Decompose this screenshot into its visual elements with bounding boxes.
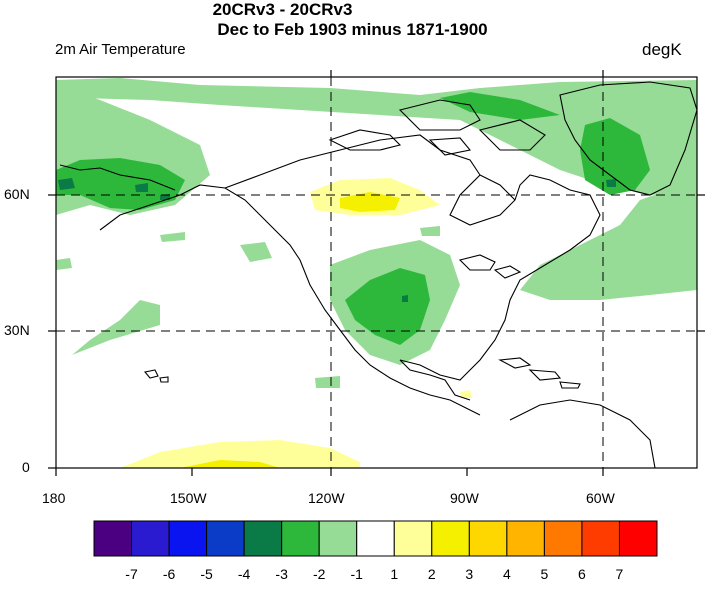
tick-marks	[48, 70, 705, 476]
colorbar-label: -4	[237, 566, 251, 582]
plot-frame	[55, 76, 698, 469]
colorbar-swatch	[243, 520, 283, 557]
colorbar-swatch	[506, 520, 545, 557]
colorbar-label: 5	[540, 566, 549, 582]
colorbar-swatch	[618, 520, 658, 557]
colorbar-swatch	[318, 520, 358, 557]
colorbar-label: 6	[578, 566, 586, 582]
units-label: degK	[642, 40, 682, 59]
colorbar-label: 7	[615, 566, 624, 582]
title-line-2: Dec to Feb 1903 minus 1871-1900	[217, 20, 488, 39]
lon-tick-label: 180	[42, 490, 66, 506]
lat-tick-label: 30N	[4, 322, 30, 338]
colorbar-label: -3	[275, 566, 288, 582]
lat-tick-label: 0	[22, 459, 30, 475]
colorbar-swatch	[131, 520, 170, 557]
colorbar-swatch	[431, 520, 470, 557]
colorbar-label: -2	[312, 566, 326, 582]
colorbar-swatch	[93, 520, 133, 557]
lon-tick-label: 90W	[450, 490, 479, 506]
colorbar-swatch	[581, 520, 620, 557]
colorbar-swatch	[281, 520, 320, 557]
title-line-1: 20CRv3 - 20CRv3	[212, 0, 353, 19]
variable-label: 2m Air Temperature	[55, 41, 186, 58]
colorbar-label: 2	[427, 566, 436, 582]
grid-lines	[56, 77, 697, 468]
lon-tick-label: 150W	[170, 490, 207, 506]
coastlines	[59, 81, 697, 468]
colorbar-swatch	[393, 520, 433, 557]
colorbar-swatch	[468, 520, 508, 557]
lon-tick-label: 120W	[308, 490, 345, 506]
colorbar-label: -6	[162, 566, 176, 582]
colorbar	[93, 520, 658, 557]
colorbar-label: 3	[465, 566, 474, 582]
colorbar-label: -5	[200, 566, 213, 582]
colorbar-swatch	[206, 520, 245, 557]
colorbar-label: 1	[390, 566, 399, 582]
colorbar-swatch	[543, 520, 583, 557]
anomaly-shading	[56, 78, 697, 468]
lat-tick-label: 60N	[4, 186, 30, 202]
lon-tick-label: 60W	[586, 490, 615, 506]
colorbar-swatch	[168, 520, 208, 557]
colorbar-label: -1	[350, 566, 363, 582]
colorbar-label: 4	[502, 566, 511, 582]
colorbar-swatch	[356, 520, 395, 557]
colorbar-label: -7	[125, 566, 138, 582]
